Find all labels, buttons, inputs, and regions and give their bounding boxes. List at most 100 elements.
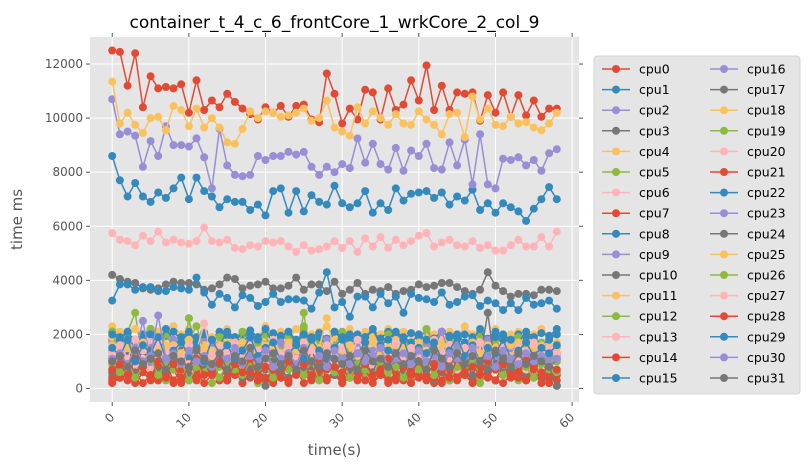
- data-point: [399, 349, 408, 358]
- data-point: [184, 279, 193, 287]
- data-point: [253, 371, 262, 379]
- data-point: [207, 192, 216, 201]
- data-point: [246, 293, 255, 302]
- legend-marker: [612, 126, 620, 135]
- data-point: [483, 352, 492, 360]
- data-point: [522, 111, 531, 120]
- data-point: [269, 329, 278, 338]
- data-point: [391, 373, 400, 382]
- data-point: [552, 287, 561, 296]
- series-cpu6: [108, 223, 561, 256]
- data-point: [468, 362, 477, 371]
- data-point: [499, 379, 508, 388]
- data-point: [146, 283, 155, 292]
- legend-item: cpu9: [602, 247, 670, 262]
- data-point: [184, 195, 193, 204]
- data-point: [376, 343, 385, 352]
- data-point: [154, 112, 163, 121]
- data-point: [399, 360, 408, 369]
- data-point: [545, 362, 554, 371]
- data-point: [391, 110, 400, 119]
- data-point: [123, 237, 132, 246]
- data-point: [552, 365, 561, 374]
- data-point: [399, 335, 408, 344]
- data-point: [169, 141, 178, 150]
- legend-label: cpu1: [639, 82, 670, 97]
- data-point: [430, 360, 439, 369]
- data-point: [161, 238, 170, 247]
- legend-label: cpu13: [639, 329, 678, 344]
- data-point: [437, 354, 446, 363]
- data-point: [108, 77, 117, 86]
- data-point: [238, 338, 247, 347]
- y-tick-label: 4000: [52, 273, 83, 287]
- data-point: [468, 237, 477, 246]
- data-point: [115, 352, 124, 360]
- data-point: [315, 376, 324, 385]
- legend-label: cpu9: [639, 247, 670, 262]
- data-point: [146, 330, 155, 339]
- data-point: [307, 357, 316, 366]
- data-point: [284, 208, 293, 217]
- data-point: [146, 72, 155, 81]
- data-point: [230, 243, 239, 252]
- legend-item: cpu31: [710, 371, 786, 386]
- data-point: [491, 333, 500, 342]
- data-point: [276, 152, 285, 160]
- data-point: [483, 199, 492, 208]
- legend-item: cpu14: [602, 350, 678, 365]
- data-point: [123, 371, 132, 379]
- legend-label: cpu2: [639, 103, 670, 118]
- data-point: [468, 352, 477, 360]
- data-point: [338, 243, 347, 252]
- data-point: [276, 298, 285, 306]
- data-point: [177, 357, 186, 366]
- data-point: [529, 338, 538, 347]
- data-point: [491, 281, 500, 290]
- data-point: [307, 371, 316, 379]
- data-point: [537, 166, 546, 175]
- data-point: [138, 283, 147, 292]
- data-point: [414, 293, 423, 302]
- data-point: [223, 365, 232, 374]
- data-point: [261, 298, 270, 306]
- data-point: [529, 291, 538, 300]
- legend-marker: [720, 209, 728, 218]
- data-point: [315, 197, 324, 206]
- data-point: [407, 189, 416, 198]
- data-point: [108, 343, 117, 352]
- data-point: [138, 129, 147, 137]
- data-point: [506, 112, 515, 121]
- data-point: [453, 376, 462, 385]
- data-point: [123, 280, 132, 289]
- data-point: [169, 235, 178, 244]
- data-point: [200, 153, 209, 162]
- data-point: [345, 373, 354, 382]
- legend-marker: [720, 250, 728, 259]
- data-point: [169, 352, 178, 360]
- data-point: [453, 333, 462, 342]
- data-point: [253, 242, 262, 251]
- series-cpu31: [108, 343, 561, 390]
- data-point: [368, 208, 377, 217]
- legend-item: cpu19: [710, 123, 786, 138]
- data-point: [230, 275, 239, 283]
- legend-item: cpu20: [710, 144, 786, 159]
- y-tick-label: 2000: [52, 327, 83, 341]
- data-point: [453, 298, 462, 306]
- data-point: [184, 108, 193, 117]
- data-point: [154, 188, 163, 197]
- legend-marker: [720, 106, 728, 115]
- data-point: [476, 349, 485, 358]
- data-point: [200, 379, 209, 388]
- data-point: [430, 193, 439, 202]
- legend: cpu0 cpu1 cpu2 cpu3 cpu4 cpu5 cpu6 cpu7 cpu8 cpu9…: [593, 55, 801, 395]
- data-point: [269, 238, 278, 247]
- data-point: [345, 360, 354, 369]
- data-point: [537, 371, 546, 379]
- data-point: [299, 104, 308, 113]
- data-point: [192, 76, 201, 85]
- legend-label: cpu22: [747, 185, 786, 200]
- data-point: [353, 103, 362, 112]
- data-point: [422, 335, 431, 344]
